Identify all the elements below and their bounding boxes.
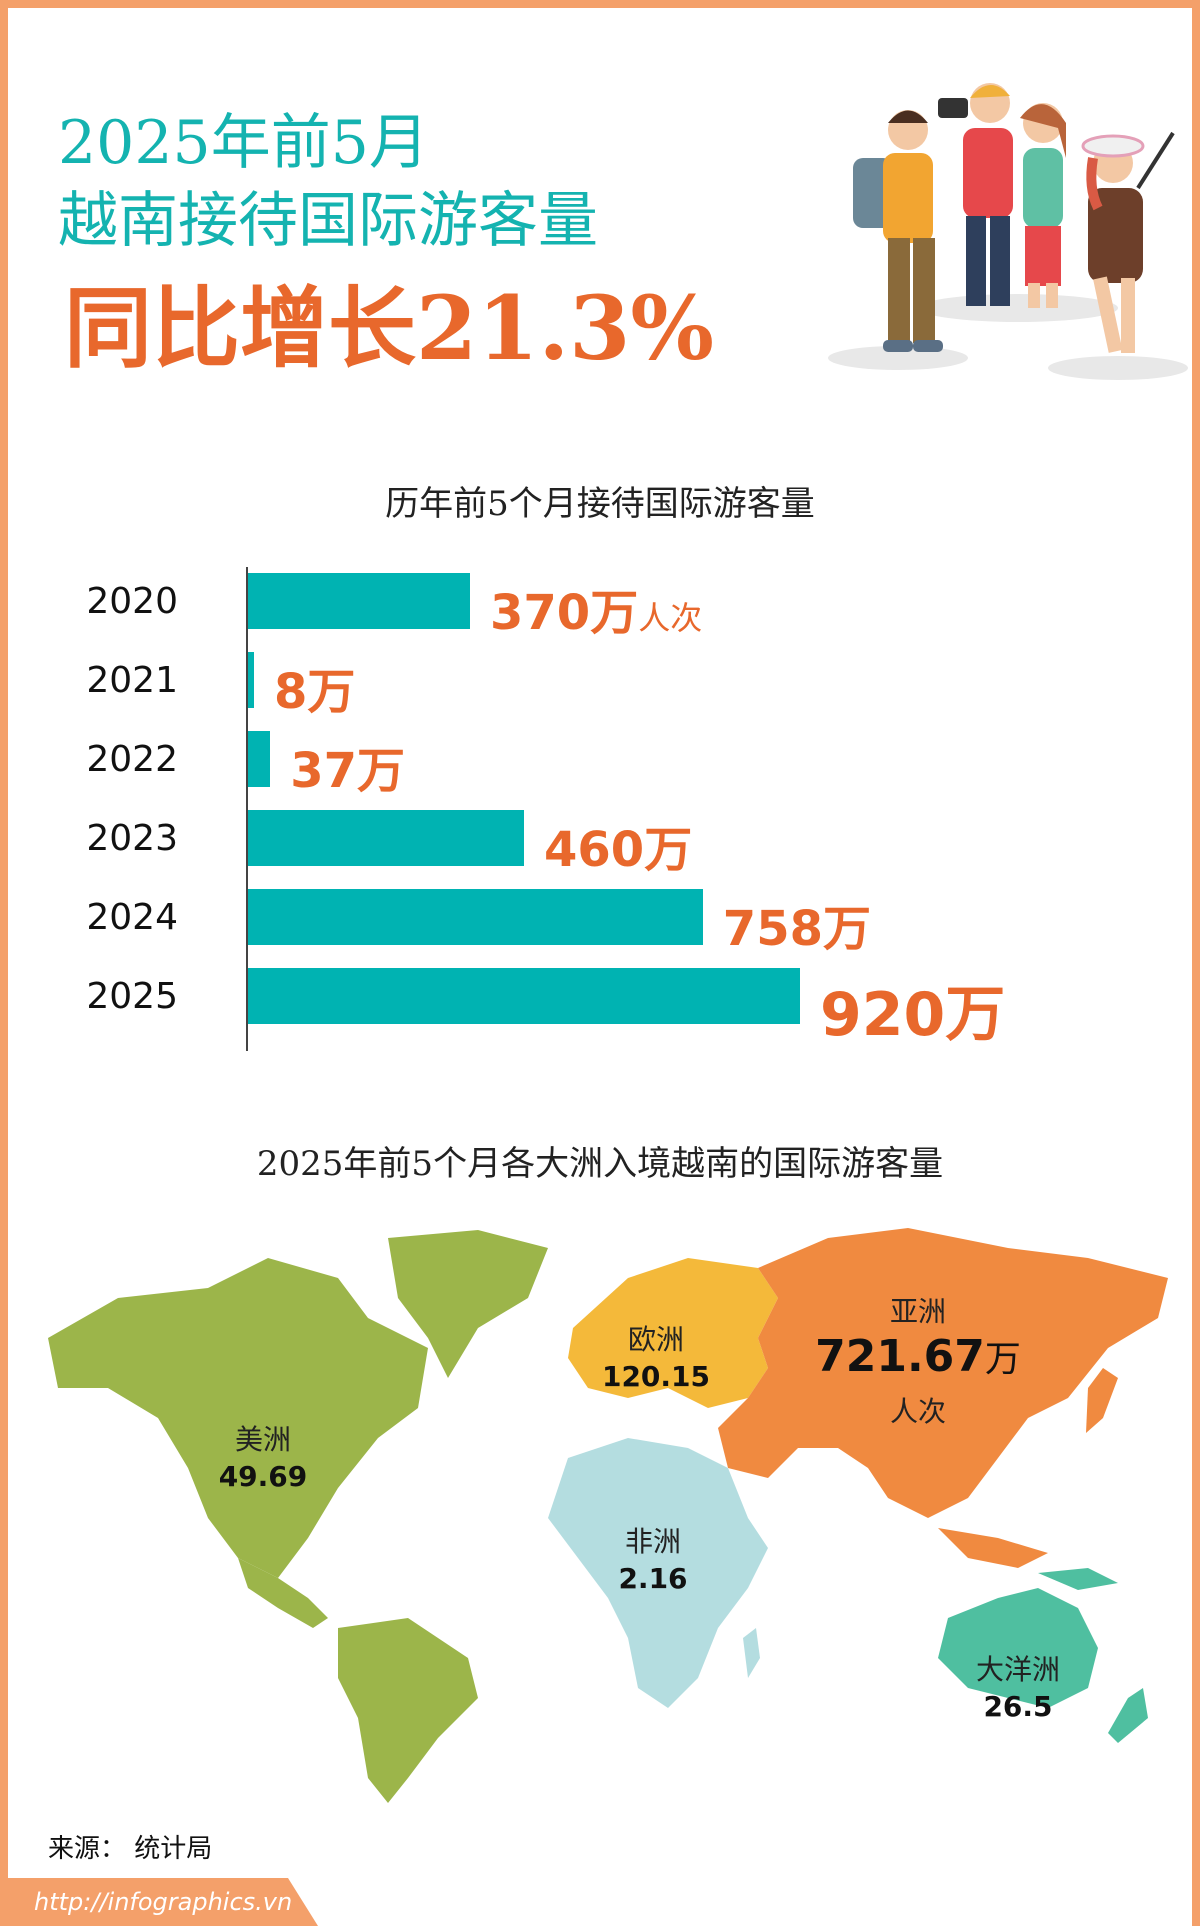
footer-url[interactable]: http://infographics.vn [34, 1888, 293, 1916]
central-america-shape [238, 1558, 328, 1628]
bar-value-unit: 人次 [638, 599, 703, 637]
southeast-asia-islands-shape [938, 1528, 1048, 1568]
asia-shape [718, 1228, 1168, 1518]
bar-value-label: 920万 [820, 980, 1006, 1050]
asia-unit: 万 [984, 1339, 1021, 1380]
greenland-shape [388, 1230, 548, 1378]
bar-value-label: 37万 [290, 743, 405, 799]
bar-chart: 2020 370万人次 2021 8万 2022 37万 2023 460万 2024 758万 2… [8, 548, 1192, 1051]
bar [248, 889, 703, 945]
bar-value-label-group: 370万人次 [490, 573, 702, 643]
bar-axis-line [246, 567, 248, 1051]
america-name: 美洲 [234, 1423, 291, 1456]
bar-category-label: 2023 [86, 818, 178, 859]
bar-value-label: 460万 [544, 822, 693, 878]
south-america-shape [338, 1618, 478, 1803]
africa-shape [548, 1438, 768, 1708]
bar-value-label-group: 758万 [723, 889, 871, 959]
new-zealand-shape [1108, 1688, 1148, 1743]
bar-category-label: 2022 [86, 739, 178, 780]
madagascar-shape [743, 1628, 760, 1678]
tourists-illustration [828, 83, 1188, 380]
australia-shape [938, 1588, 1098, 1708]
bar [248, 968, 800, 1024]
bar [248, 810, 524, 866]
bar [248, 731, 271, 787]
bar-value-label: 8万 [274, 664, 356, 720]
source-text: 来源： 统计局 [48, 1834, 213, 1864]
footer: http://infographics.vn [8, 1878, 1192, 1926]
asia-value: 721.67 [815, 1331, 985, 1382]
footer-band [8, 1878, 318, 1926]
oceania-name: 大洋洲 [975, 1653, 1060, 1686]
africa-value: 2.16 [618, 1562, 688, 1595]
bar-category-label: 2024 [86, 897, 178, 938]
bar-category-label: 2025 [86, 976, 178, 1017]
oceania-value: 26.5 [983, 1690, 1053, 1723]
north-america-shape [48, 1258, 428, 1578]
japan-shape [1086, 1368, 1118, 1433]
bar-category-label: 2020 [86, 581, 178, 622]
title-line-3: 同比增长21.3% [64, 276, 714, 380]
asia-value-row: 721.67万 [798, 1330, 1038, 1382]
bar-chart-title: 历年前5个月接待国际游客量 [385, 484, 815, 524]
bar-value-label: 370万 [490, 585, 639, 641]
europe-name: 欧洲 [627, 1323, 684, 1356]
world-map [48, 1228, 1168, 1803]
map-chart-title: 2025年前5个月各大洲入境越南的国际游客量 [256, 1144, 944, 1184]
asia-unit2: 人次 [889, 1395, 946, 1428]
bar-category-label: 2021 [86, 660, 178, 701]
bar-value-label-group: 460万 [544, 810, 692, 880]
bar-value-label-group: 8万 [274, 652, 355, 722]
asia-name: 亚洲 [889, 1295, 946, 1328]
new-guinea-shape [1038, 1568, 1118, 1590]
title-line-2: 越南接待国际游客量 [58, 186, 598, 256]
europe-shape [568, 1258, 778, 1408]
title-line-1: 2025年前5月 [58, 108, 429, 178]
africa-name: 非洲 [624, 1525, 681, 1558]
europe-value: 120.15 [601, 1360, 711, 1393]
america-value: 49.69 [218, 1460, 308, 1493]
bar-value-label-group: 920万 [820, 966, 1005, 1053]
bar-value-label: 758万 [722, 901, 871, 957]
bar [248, 652, 254, 708]
bar-value-label-group: 37万 [290, 731, 405, 801]
bar [248, 573, 470, 629]
